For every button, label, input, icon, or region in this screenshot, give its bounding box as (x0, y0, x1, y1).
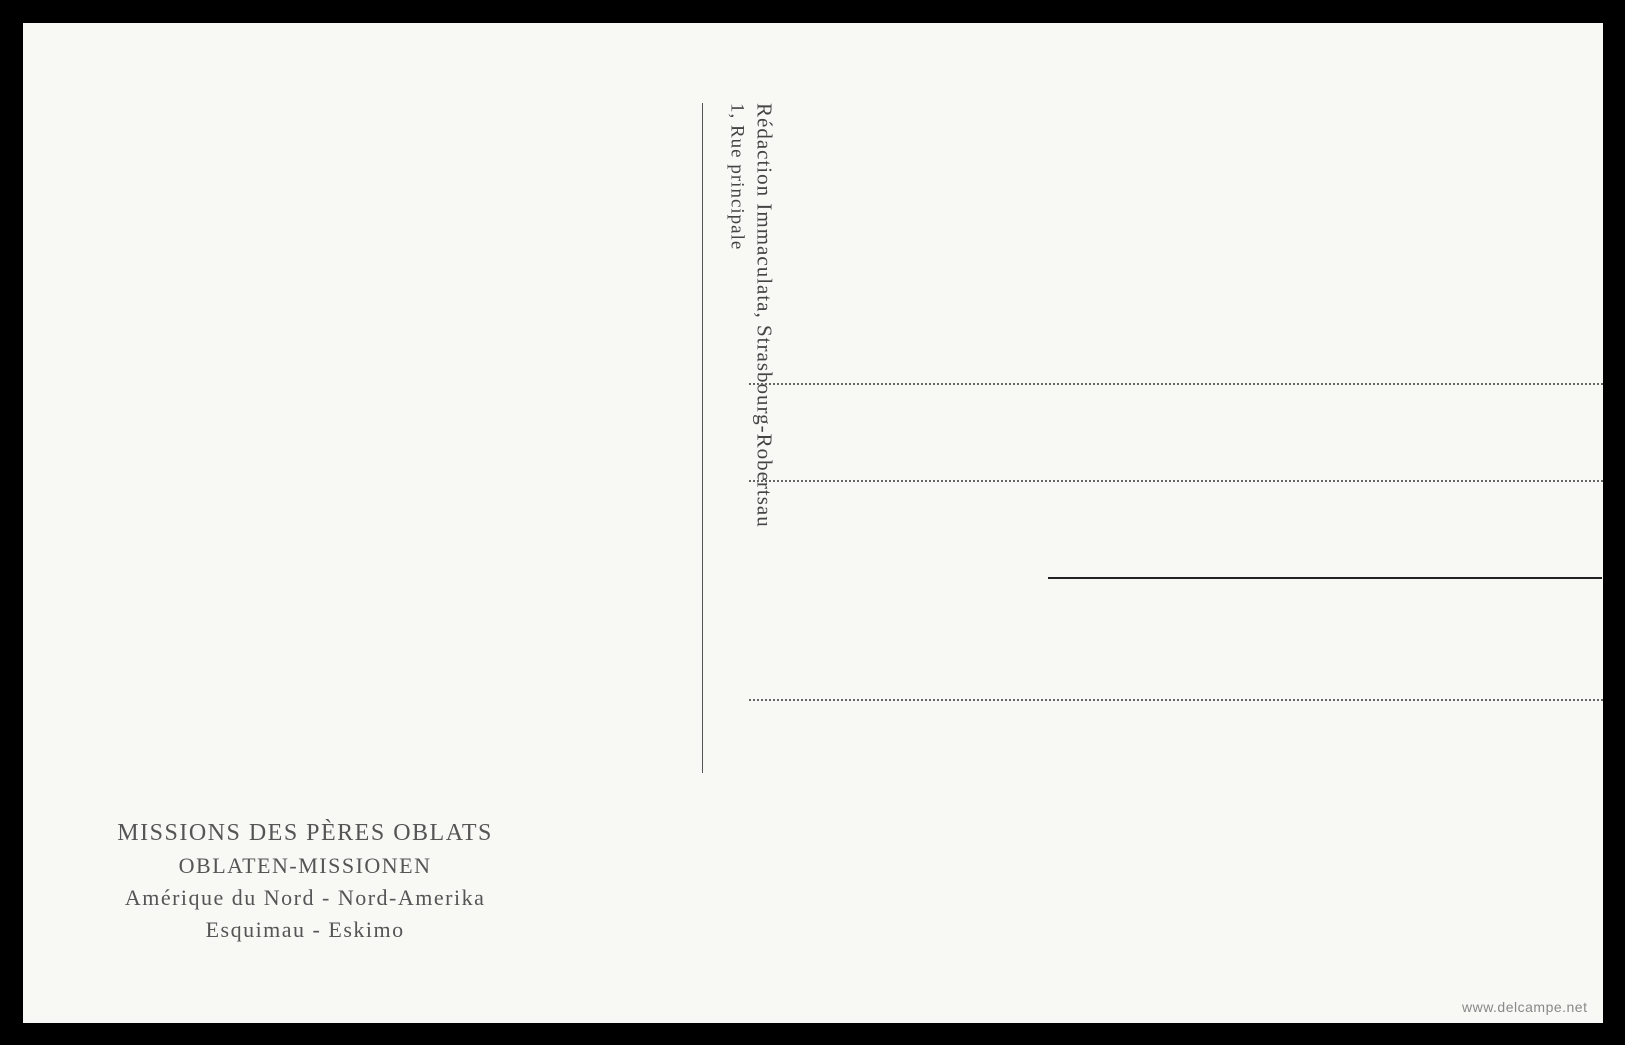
mission-caption: MISSIONS DES PÈRES OBLATS OBLATEN-MISSIO… (117, 820, 493, 943)
mission-location: Amérique du Nord - Nord-Amerika (117, 885, 493, 911)
center-divider (702, 103, 704, 773)
watermark: www.delcampe.net (1462, 999, 1588, 1015)
address-area (749, 383, 1602, 701)
postcard-back: Rédaction Immaculata, Strasbourg-Roberts… (23, 23, 1603, 1023)
address-line-3 (1048, 577, 1603, 579)
address-line-2 (749, 480, 1602, 482)
mission-subtitle: OBLATEN-MISSIONEN (117, 853, 493, 879)
address-line-1 (749, 383, 1602, 385)
publisher-address: 1, Rue principale (726, 103, 748, 528)
mission-title: MISSIONS DES PÈRES OBLATS (117, 820, 493, 847)
mission-subject: Esquimau - Eskimo (117, 917, 493, 943)
address-line-4 (749, 699, 1602, 701)
